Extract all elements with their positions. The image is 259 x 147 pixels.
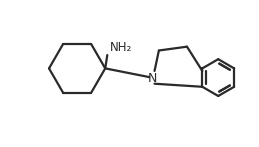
Text: NH₂: NH₂ bbox=[110, 41, 132, 54]
Text: N: N bbox=[148, 72, 157, 85]
